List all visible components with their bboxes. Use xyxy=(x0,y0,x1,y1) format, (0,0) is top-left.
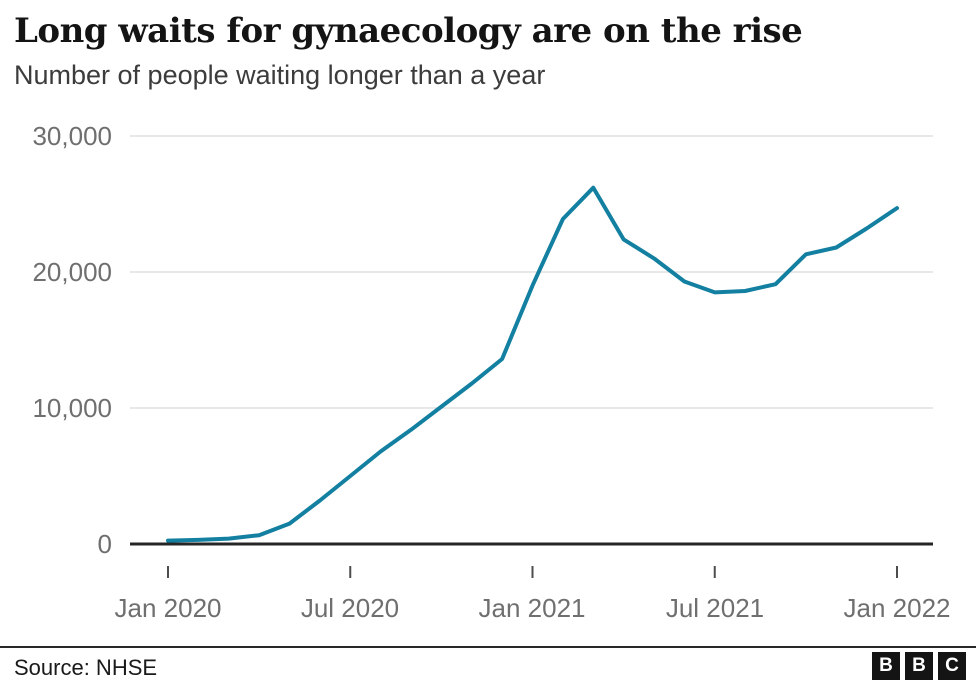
page-title: Long waits for gynaecology are on the ri… xyxy=(14,11,803,51)
y-axis-label: 30,000 xyxy=(32,121,112,151)
source-label: Source: NHSE xyxy=(14,655,158,680)
x-axis-label: Jul 2020 xyxy=(300,593,400,623)
bbc-logo-block-c: C xyxy=(938,652,966,680)
bbc-logo-block-b1: B xyxy=(872,652,900,680)
y-axis-label: 10,000 xyxy=(32,393,112,423)
y-axis-label: 0 xyxy=(97,529,112,559)
chart-subtitle: Number of people waiting longer than a y… xyxy=(14,60,546,90)
footer-divider xyxy=(0,646,976,648)
bbc-logo-block-b2: B xyxy=(905,652,933,680)
x-axis-label: Jul 2021 xyxy=(665,593,765,623)
x-axis-label: Jan 2022 xyxy=(843,593,951,623)
data-series-line xyxy=(166,185,899,543)
x-axis-label: Jan 2021 xyxy=(478,593,586,623)
bbc-logo: B B C xyxy=(872,652,966,680)
y-axis-label: 20,000 xyxy=(32,257,112,287)
x-axis-label: Jan 2020 xyxy=(114,593,222,623)
